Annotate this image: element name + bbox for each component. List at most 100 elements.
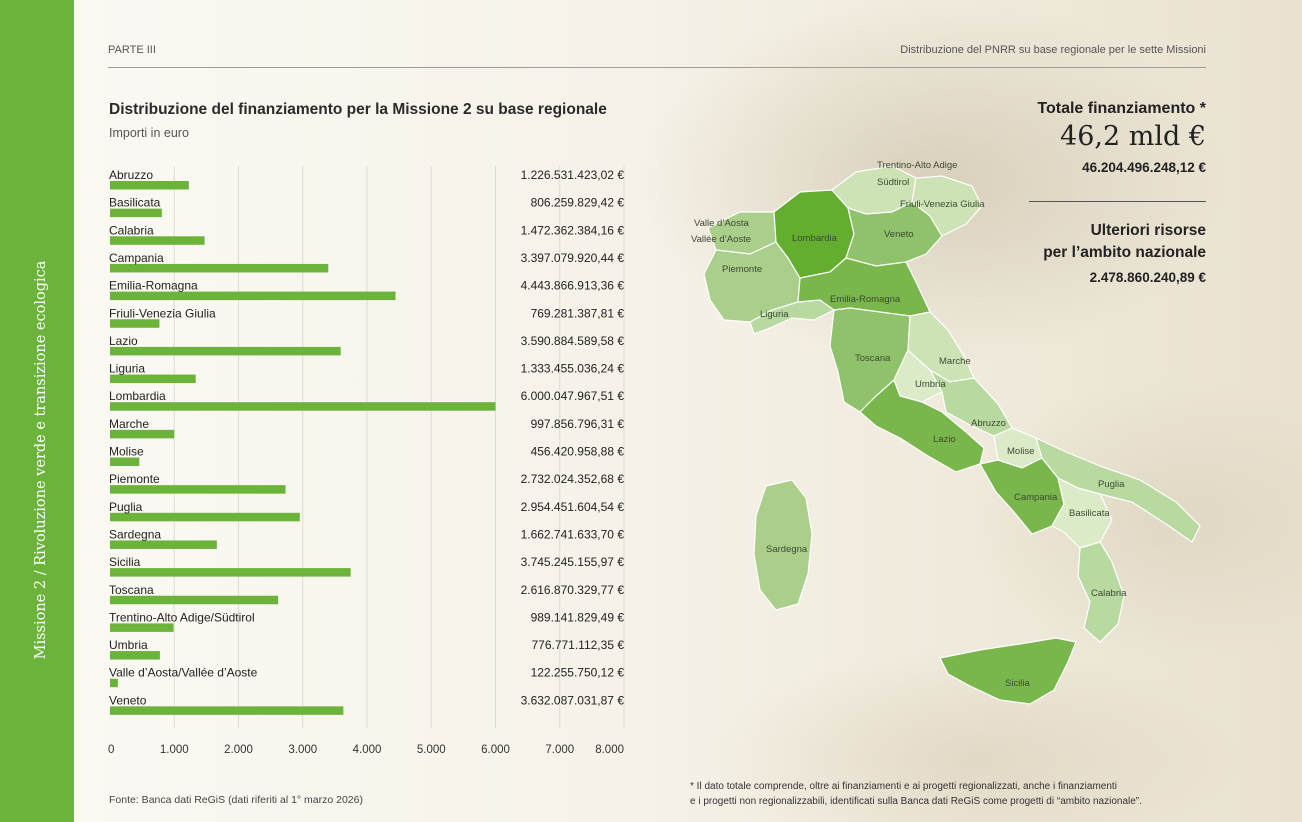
value-label: 3.397.079.920,44 € (521, 251, 625, 265)
value-label: 1.662.741.633,70 € (521, 527, 625, 541)
bar (110, 595, 279, 605)
category-label: Trentino-Alto Adige/Südtirol (109, 610, 255, 624)
bar (110, 374, 196, 384)
bars (110, 181, 496, 715)
category-label: Lazio (109, 334, 138, 348)
grid-lines (173, 166, 625, 728)
italy-map: Trentino-Alto Adige Südtirol Friuli-Vene… (691, 160, 1201, 705)
map-label: Veneto (884, 229, 914, 240)
category-label: Umbria (109, 638, 148, 652)
map-region-veneto (845, 201, 943, 267)
x-tick-label: 2.000 (224, 744, 253, 756)
map-label: Umbria (915, 379, 946, 390)
map-label: Friuli-Venezia Giulia (900, 199, 985, 210)
x-tick-label: 1.000 (160, 744, 189, 756)
extra-resources-title-line1: Ulteriori risorse (1090, 222, 1206, 239)
map-label: Valle d’Aosta (694, 218, 749, 229)
bar (110, 623, 174, 632)
part-label: PARTE III (108, 44, 156, 56)
map-label: Lazio (933, 434, 956, 445)
map-region-friuli (911, 175, 983, 237)
x-tick-labels: 0 1.000 2.000 3.000 4.000 5.000 6.000 7.000 8.00… (108, 744, 624, 756)
chart-subtitle: Importi in euro (109, 126, 189, 140)
x-tick-label: 6.000 (481, 744, 510, 756)
value-label: 1.226.531.423,02 € (521, 168, 625, 182)
value-labels: 1.226.531.423,02 € 806.259.829,42 € 1.472.… (521, 168, 625, 707)
category-label: Veneto (109, 693, 147, 707)
bar (110, 319, 160, 328)
category-label: Campania (109, 251, 164, 265)
category-label: Toscana (109, 583, 154, 597)
category-label: Friuli-Venezia Giulia (109, 306, 216, 320)
bar (110, 457, 140, 466)
value-label: 3.590.884.589,58 € (521, 334, 625, 348)
x-tick-label: 8.000 (595, 744, 624, 756)
x-tick-label: 3.000 (288, 744, 317, 756)
map-label: Molise (1007, 446, 1034, 457)
value-label: 769.281.387,81 € (531, 306, 625, 320)
bar (110, 512, 300, 522)
map-label: Basilicata (1069, 508, 1110, 519)
bar (110, 429, 175, 439)
map-label: Südtirol (877, 177, 909, 188)
value-label: 2.732.024.352,68 € (521, 472, 625, 486)
map-label: Liguria (760, 309, 789, 320)
footnote: * Il dato totale comprende, oltre ai fin… (690, 779, 1142, 809)
map-label: Sicilia (1005, 678, 1031, 689)
value-label: 2.616.870.329,77 € (521, 583, 625, 597)
category-label: Basilicata (109, 196, 161, 210)
map-label: Piemonte (722, 264, 762, 275)
value-label: 806.259.829,42 € (531, 196, 625, 210)
category-label: Liguria (109, 362, 145, 376)
map-label: Trentino-Alto Adige (877, 160, 957, 171)
value-label: 3.745.245.155,97 € (521, 555, 625, 569)
map-label: Sardegna (766, 544, 808, 555)
side-band (0, 0, 74, 822)
value-label: 1.472.362.384,16 € (521, 223, 625, 237)
value-label: 456.420.958,88 € (531, 445, 625, 459)
bar (110, 485, 286, 494)
map-label: Vallée d’Aoste (691, 234, 751, 245)
total-amount-short: 46,2 mld € (1060, 121, 1206, 152)
background-map (74, 0, 1302, 822)
category-label: Piemonte (109, 472, 160, 486)
category-labels: Abruzzo Basilicata Calabria Campania Emilia-… (109, 168, 258, 707)
value-label: 6.000.047.967,51 € (521, 389, 625, 403)
source-note: Fonte: Banca dati ReGiS (dati riferiti a… (109, 794, 363, 806)
map-region-sicilia (939, 637, 1077, 705)
x-tick-label: 4.000 (353, 744, 382, 756)
value-label: 776.771.112,35 € (531, 638, 624, 652)
value-label: 3.632.087.031,87 € (521, 693, 625, 707)
map-label: Calabria (1091, 588, 1127, 599)
x-tick-label: 0 (108, 744, 114, 756)
bar (110, 706, 344, 715)
total-amount-exact: 46.204.496.248,12 € (1082, 160, 1206, 175)
value-label: 1.333.455.036,24 € (521, 362, 625, 376)
category-label: Molise (109, 445, 144, 459)
x-tick-label: 7.000 (545, 744, 574, 756)
category-label: Marche (109, 417, 149, 431)
bar (110, 568, 351, 577)
bar (110, 346, 341, 356)
right-divider (1029, 201, 1206, 202)
value-label: 122.255.750,12 € (531, 666, 625, 680)
category-label: Calabria (109, 223, 154, 237)
bar (110, 678, 118, 688)
map-region-sardegna (753, 479, 813, 611)
category-label: Sardegna (109, 527, 161, 541)
category-label: Lombardia (109, 389, 166, 403)
bar (110, 208, 162, 218)
category-label: Abruzzo (109, 168, 153, 182)
footnote-line: e i progetti non regionalizzabili, ident… (690, 796, 1142, 807)
value-label: 4.443.866.913,36 € (521, 279, 625, 293)
top-rule (108, 67, 1206, 68)
value-label: 2.954.451.604,54 € (521, 500, 625, 514)
bar (110, 291, 396, 301)
map-region-lazio (859, 378, 985, 473)
map-label: Campania (1014, 492, 1058, 503)
bar-chart: Abruzzo Basilicata Calabria Campania Emilia-… (108, 166, 625, 756)
map-regions (703, 165, 1201, 705)
map-label: Toscana (855, 353, 891, 364)
extra-resources-title-line2: per l’ambito nazionale (1043, 244, 1206, 261)
category-label: Puglia (109, 500, 143, 514)
